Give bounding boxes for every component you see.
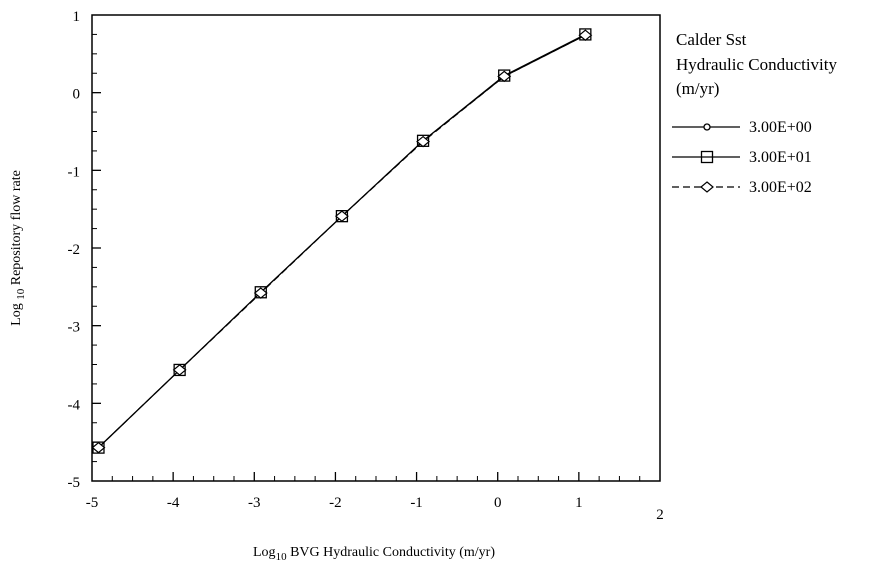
y-tick-label: -3 — [68, 320, 81, 336]
y-tick-label: 1 — [73, 9, 81, 25]
series-2 — [98, 33, 586, 449]
data-point — [172, 364, 187, 376]
legend-item-2: 3.00E+01 — [672, 149, 812, 166]
series-line — [98, 34, 586, 449]
x-tick-label: -4 — [167, 495, 180, 511]
legend-label: 3.00E+00 — [749, 119, 812, 136]
x-tick-label: 1 — [575, 495, 583, 511]
series-line — [98, 33, 586, 449]
x-tick-label: -1 — [410, 495, 423, 511]
data-point — [578, 29, 593, 41]
legend: Calder Sst Hydraulic Conductivity (m/yr)… — [672, 30, 838, 196]
legend-marker — [700, 150, 714, 164]
y-tick-label: -4 — [68, 397, 81, 413]
series-3 — [98, 34, 586, 449]
data-point — [497, 70, 512, 83]
series-1-markers — [94, 31, 589, 452]
series-1 — [98, 34, 586, 449]
legend-item-1: 3.00E+00 — [672, 119, 812, 136]
x-tick-label: -2 — [329, 495, 342, 511]
y-axis-title: Log 10 Repository flow rate — [9, 170, 27, 326]
series-2-markers — [92, 28, 592, 454]
data-point — [334, 210, 349, 222]
y-tick-label: -2 — [68, 242, 81, 258]
x-tick-label: -5 — [86, 495, 99, 511]
data-point — [253, 287, 268, 299]
legend-item-3: 3.00E+02 — [672, 179, 812, 196]
series-line — [98, 34, 586, 449]
legend-title-line-3: (m/yr) — [676, 79, 719, 98]
x-axis-title: Log10 BVG Hydraulic Conductivity (m/yr) — [253, 545, 495, 563]
x-tick-label: 2 — [656, 507, 664, 523]
x-tick-label: 0 — [494, 495, 502, 511]
legend-title-line-1: Calder Sst — [676, 30, 747, 49]
legend-marker — [703, 123, 711, 131]
plot-area — [91, 14, 661, 482]
series-layer — [91, 28, 593, 454]
legend-title-line-2: Hydraulic Conductivity — [676, 55, 838, 74]
y-tick-label: -1 — [68, 164, 81, 180]
x-tick-label: -3 — [248, 495, 261, 511]
series-3-markers — [91, 29, 593, 454]
legend-marker — [700, 181, 714, 193]
data-point — [91, 441, 106, 454]
legend-label: 3.00E+02 — [749, 179, 812, 196]
tick-layer: -5 -4 -3 -2 -1 0 1 2 1 0 -1 -2 -3 -4 -5 — [68, 9, 664, 523]
legend-label: 3.00E+01 — [749, 149, 812, 166]
y-tick-label: -5 — [68, 475, 81, 491]
y-tick-label: 0 — [73, 87, 81, 103]
plot-border — [91, 14, 661, 482]
data-point — [416, 135, 431, 148]
legend-items: 3.00E+00 3.00E+01 3.00E+02 — [672, 119, 812, 196]
